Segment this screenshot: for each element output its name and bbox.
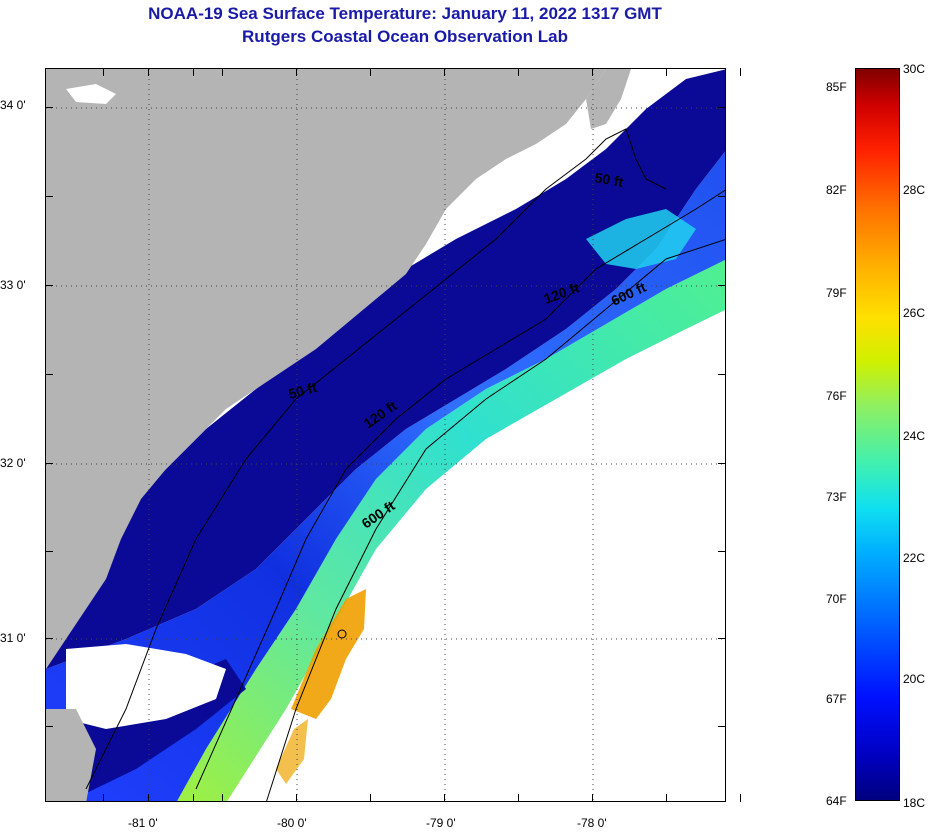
lat-label: 34 0' xyxy=(0,98,26,112)
y-tick xyxy=(45,463,53,464)
x-tick xyxy=(370,794,371,802)
x-tick xyxy=(518,794,519,802)
colorbar-c-label: 24C xyxy=(903,429,926,443)
x-tick xyxy=(222,794,223,802)
colorbar-f-label: 76F xyxy=(826,389,847,403)
x-tick xyxy=(222,68,223,76)
colorbar-f-label: 79F xyxy=(826,286,847,300)
x-tick xyxy=(103,68,104,76)
contour-120ft xyxy=(195,189,725,790)
x-tick xyxy=(148,794,149,802)
y-tick xyxy=(718,463,726,464)
y-tick xyxy=(45,285,53,286)
cloud-patch-south xyxy=(66,644,226,729)
map-title: NOAA-19 Sea Surface Temperature: January… xyxy=(148,4,662,23)
land-mass xyxy=(46,69,606,669)
contour-label: 50 ft xyxy=(287,379,319,402)
lon-label: -80 0' xyxy=(277,816,307,830)
x-tick xyxy=(296,794,297,802)
warm-water-patch xyxy=(291,589,366,719)
y-tick xyxy=(718,107,726,108)
nearshore-cold-water xyxy=(46,69,725,669)
colorbar-c-label: 22C xyxy=(903,551,926,565)
lon-label: -81 0' xyxy=(128,816,158,830)
y-tick xyxy=(718,374,726,375)
x-tick xyxy=(444,68,445,76)
sst-map-image: 50 ft 120 ft 600 ft 50 ft 120 ft 600 ft xyxy=(46,69,725,801)
gulf-stream-band xyxy=(177,259,725,801)
isobath-contours xyxy=(85,128,725,801)
y-tick xyxy=(45,726,53,727)
lat-label: 33 0' xyxy=(0,278,26,292)
contour-label: 50 ft xyxy=(593,169,624,190)
cloud-patch-coast xyxy=(46,709,96,801)
y-tick xyxy=(718,726,726,727)
x-tick xyxy=(740,794,741,802)
lat-label: 31 0' xyxy=(0,631,26,645)
colorbar-f-label: 73F xyxy=(826,490,847,504)
graticule xyxy=(46,69,725,801)
map-subtitle: Rutgers Coastal Ocean Observation Lab xyxy=(242,27,568,46)
station-marker xyxy=(337,629,347,639)
x-tick xyxy=(296,68,297,76)
x-tick xyxy=(666,68,667,76)
colorbar-c-label: 20C xyxy=(903,672,926,686)
colorbar-f-label: 64F xyxy=(826,794,847,808)
colorbar-c-label: 30C xyxy=(903,62,926,76)
x-tick xyxy=(444,794,445,802)
y-tick xyxy=(718,638,726,639)
y-tick xyxy=(45,638,53,639)
colorbar-c-label: 26C xyxy=(903,306,926,320)
y-tick xyxy=(45,551,53,552)
lat-label: 32 0' xyxy=(0,456,26,470)
lon-label: -79 0' xyxy=(426,816,456,830)
y-tick xyxy=(45,374,53,375)
y-tick xyxy=(45,196,53,197)
colorbar-c-label: 28C xyxy=(903,183,926,197)
x-tick xyxy=(592,794,593,802)
colorbar-f-label: 82F xyxy=(826,183,847,197)
contour-600ft xyxy=(266,239,725,801)
sst-map[interactable]: 50 ft 120 ft 600 ft 50 ft 120 ft 600 ft xyxy=(45,68,726,802)
land-coast-north xyxy=(586,69,631,129)
y-tick xyxy=(45,107,53,108)
x-tick xyxy=(103,794,104,802)
colorbar-f-label: 67F xyxy=(826,692,847,706)
x-tick xyxy=(518,68,519,76)
x-tick xyxy=(592,68,593,76)
x-tick xyxy=(370,68,371,76)
y-tick xyxy=(718,551,726,552)
x-tick xyxy=(193,68,194,76)
x-tick xyxy=(740,68,741,76)
shelf-water xyxy=(46,151,725,801)
colorbar-f-label: 70F xyxy=(826,592,847,606)
contour-50ft xyxy=(85,128,667,790)
y-tick xyxy=(718,196,726,197)
cloud-patch-north xyxy=(66,84,116,104)
x-tick xyxy=(666,794,667,802)
x-tick xyxy=(148,68,149,76)
temperature-colorbar xyxy=(855,68,900,801)
y-tick xyxy=(718,285,726,286)
colorbar-f-label: 85F xyxy=(826,80,847,94)
cool-eddy xyxy=(586,209,696,269)
lon-label: -78 0' xyxy=(577,816,607,830)
colorbar-c-label: 18C xyxy=(903,796,926,810)
warm-water-patch-2 xyxy=(276,719,308,784)
x-tick xyxy=(193,794,194,802)
